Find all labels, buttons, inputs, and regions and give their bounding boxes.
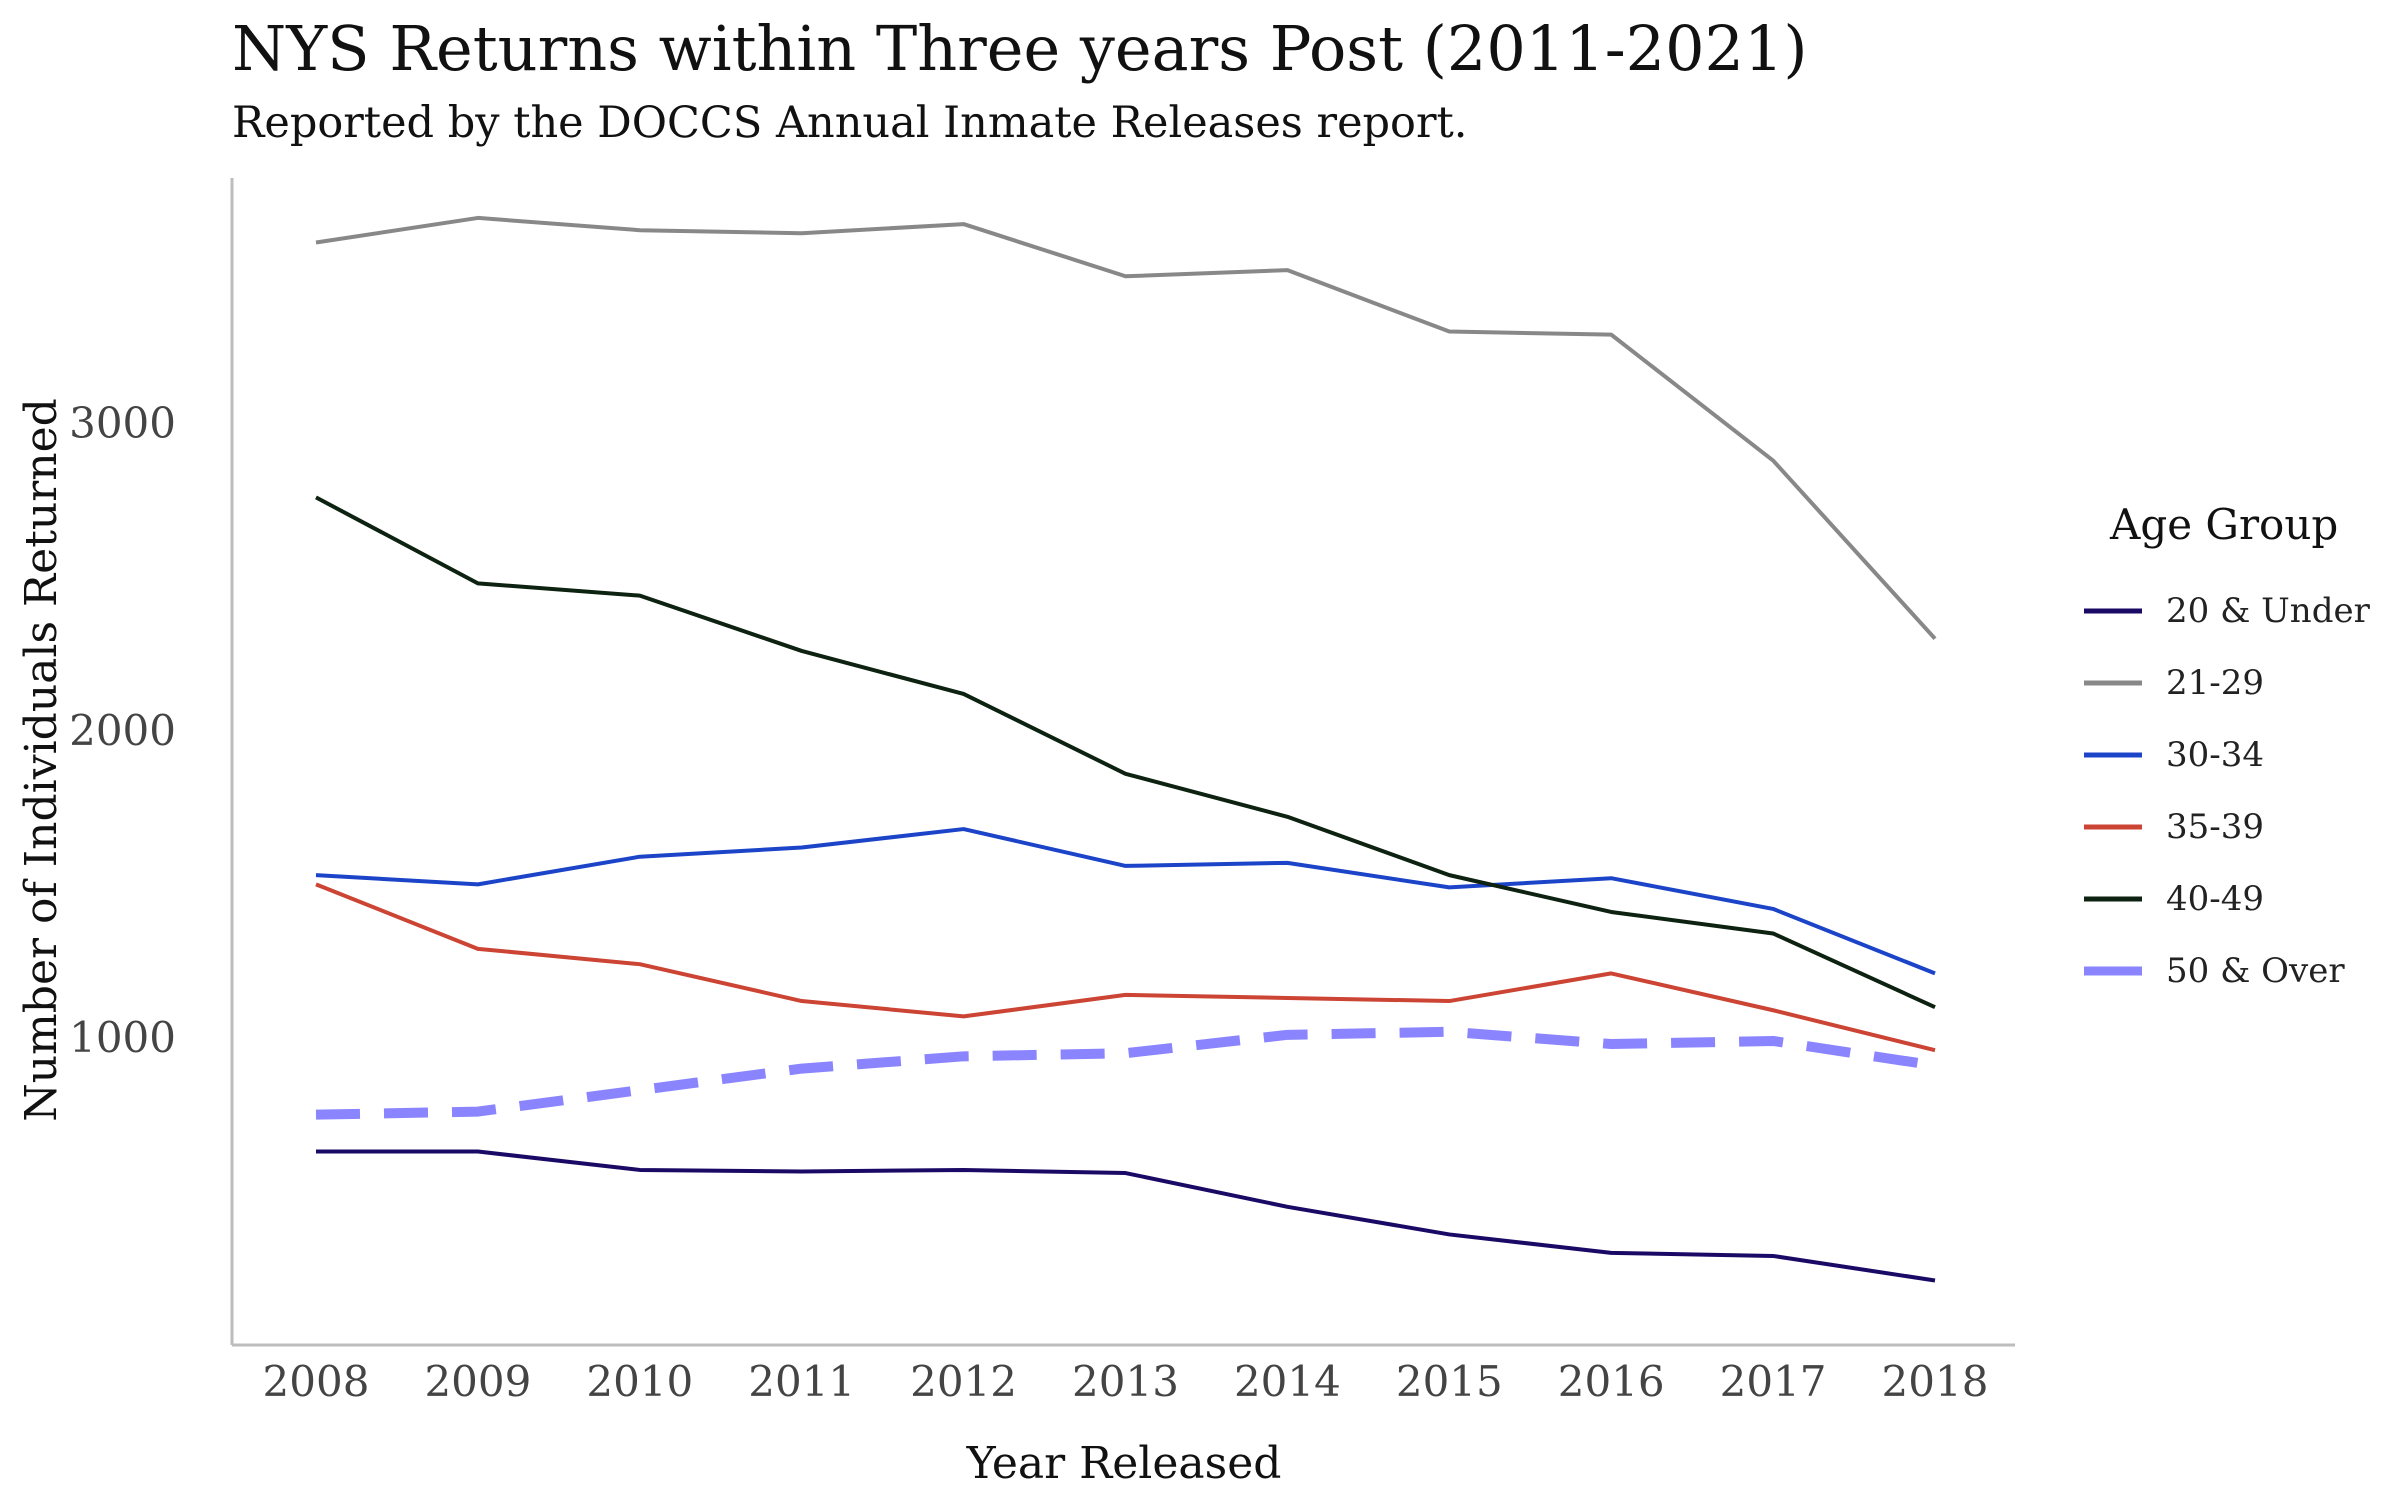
x-tick-label: 2016 [1558, 1357, 1665, 1406]
chart-title: NYS Returns within Three years Post (201… [232, 12, 1808, 85]
legend-key [2084, 752, 2142, 758]
series-line-21-29 [315, 215, 1937, 641]
legend-item-50-over: 50 & Over [2082, 935, 2400, 1007]
y-tick-label: 3000 [69, 399, 176, 448]
series-line-40-49 [315, 495, 1936, 1010]
legend-title: Age Group [2110, 500, 2339, 549]
legend-label: 20 & Under [2166, 591, 2370, 631]
legend-label: 40-49 [2166, 879, 2265, 919]
legend-item-30-34: 30-34 [2082, 719, 2400, 791]
x-tick-label: 2015 [1396, 1357, 1503, 1406]
legend-item-35-39: 35-39 [2082, 791, 2400, 863]
legend-key [2084, 608, 2142, 614]
legend-key [2084, 824, 2142, 830]
series-line-30-34 [315, 827, 1936, 976]
x-tick-label: 2017 [1720, 1357, 1827, 1406]
x-tick-label: 2018 [1882, 1357, 1989, 1406]
legend-item-21-29: 21-29 [2082, 647, 2400, 719]
chart-subtitle: Reported by the DOCCS Annual Inmate Rele… [232, 98, 1468, 148]
legend-item-20-under: 20 & Under [2082, 575, 2400, 647]
series-line-35-39 [315, 882, 1936, 1053]
x-tick-label: 2014 [1234, 1357, 1341, 1406]
legend-key [2084, 680, 2142, 686]
x-tick-label: 2012 [910, 1357, 1017, 1406]
x-tick-label: 2009 [424, 1357, 531, 1406]
series-line-50-over [315, 1026, 1936, 1120]
x-tick-label: 2013 [1072, 1357, 1179, 1406]
x-axis-title: Year Released [966, 1438, 1282, 1489]
legend-label: 35-39 [2166, 807, 2265, 847]
legend-key [2084, 896, 2142, 902]
x-tick-label: 2010 [586, 1357, 693, 1406]
legend-item-40-49: 40-49 [2082, 863, 2400, 935]
legend-items: 20 & Under 21-29 30-34 35-39 40-49 50 & Over [2082, 575, 2400, 1007]
x-tick-label: 2008 [263, 1357, 370, 1406]
legend-label: 30-34 [2166, 735, 2265, 775]
legend: Age Group 20 & Under 21-29 30-34 35-39 40-49… [2082, 500, 2400, 1007]
legend-label: 21-29 [2166, 663, 2265, 703]
legend-label: 50 & Over [2166, 951, 2345, 991]
y-tick-label: 1000 [69, 1013, 176, 1062]
y-tick-label: 2000 [69, 706, 176, 755]
legend-key [2084, 966, 2142, 976]
y-axis-title: Number of Individuals Returned [16, 398, 67, 1122]
x-tick-label: 2011 [748, 1357, 855, 1406]
series-line-20-under [316, 1149, 1936, 1283]
